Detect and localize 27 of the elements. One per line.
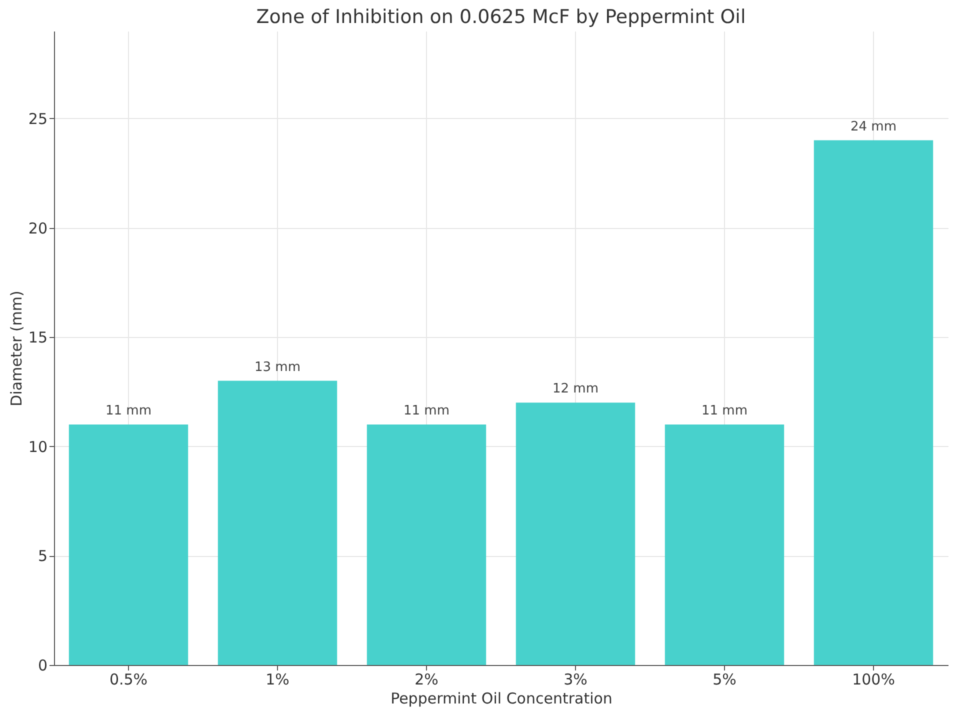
data-label: 11 mm — [701, 404, 748, 419]
y-tick-label: 0 — [38, 656, 48, 674]
bar — [664, 424, 784, 665]
y-tick-label: 25 — [28, 110, 48, 128]
y-tick-label: 15 — [28, 328, 48, 347]
x-tick-label: 100% — [852, 670, 895, 688]
x-tick-label: 2% — [414, 670, 438, 688]
y-tick-label: 5 — [38, 547, 48, 566]
data-label: 12 mm — [552, 382, 599, 397]
y-tick-label: 10 — [28, 438, 48, 456]
data-label: 24 mm — [850, 119, 897, 134]
bar — [366, 424, 486, 665]
x-tick-label: 1% — [266, 670, 290, 688]
bar — [814, 140, 934, 665]
x-axis-title: Peppermint Oil Concentration — [390, 690, 612, 708]
x-tick-label: 3% — [564, 670, 588, 688]
data-label: 13 mm — [254, 360, 301, 375]
x-tick-label: 0.5% — [109, 670, 148, 688]
chart-title: Zone of Inhibition on 0.0625 McF by Peppermint Oil — [256, 6, 746, 28]
y-axis-title: Diameter (mm) — [7, 290, 26, 406]
data-label: 11 mm — [105, 404, 152, 419]
y-tick-label: 20 — [28, 219, 48, 238]
bar — [516, 402, 636, 665]
x-tick-label: 5% — [712, 670, 736, 688]
data-label: 11 mm — [403, 404, 450, 419]
bar — [68, 424, 188, 665]
bar — [218, 380, 338, 665]
